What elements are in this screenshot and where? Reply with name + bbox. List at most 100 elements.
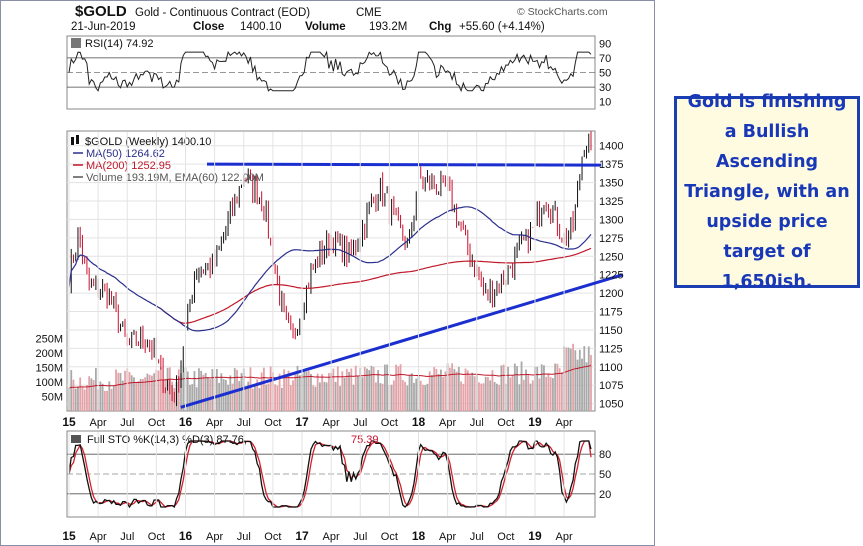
volume-bar [437,373,440,411]
volume-bar [269,366,272,411]
volume-bar [408,375,411,411]
watermark: © StockCharts.com [517,6,608,18]
price-tick-label: 1325 [599,196,623,208]
volume-bar [130,375,133,411]
volume-bar [146,373,149,411]
x-tick-label: Apr [556,531,573,543]
volume-bar [207,376,209,411]
legend-entry: MA(50) 1264.62 [86,148,165,160]
price-tick-label: 1275 [599,233,623,245]
x-tick-label: Jul [353,417,367,429]
volume-bar [256,379,259,411]
x-tick-label: Apr [323,417,340,429]
volume-bar [254,385,256,411]
volume-bar [395,364,397,411]
x-tick-label: 18 [412,415,426,429]
volume-bar [401,379,404,411]
volume-bar [345,368,348,411]
volume-bar [531,380,534,411]
volume-bar [565,347,568,411]
volume-bar [392,380,395,411]
price-tick-label: 1350 [599,178,623,190]
volume-bar [150,375,153,411]
volume-bar [444,371,447,411]
volume-bar [319,382,321,411]
volume-bar [180,373,182,411]
volume-bar [493,382,496,411]
volume-bar [83,389,86,411]
volume-bar [198,368,200,411]
volume-bar [137,381,140,411]
volume-bar [72,379,75,411]
volume-bar [511,375,514,411]
volume-bar [554,363,557,411]
volume-bar [581,358,583,411]
price-tick-label: 1125 [599,343,623,355]
x-tick-label: 16 [179,529,193,543]
volume-bar [540,364,543,411]
volume-bar [260,372,263,411]
volume-bar [124,370,126,411]
volume-bar [341,371,344,411]
x-tick-label: Apr [439,531,456,543]
volume-bar [298,375,301,411]
volume-bar [361,377,364,411]
sto-tick-label: 50 [599,469,611,481]
volume-value: 193.2M [369,21,407,33]
x-tick-label: 17 [295,529,309,543]
volume-bar [480,383,483,411]
volume-bar [545,376,548,411]
gold-symbol-icon [71,135,79,145]
volume-bar [352,384,355,411]
volume-bar [204,372,207,411]
volume-bar [139,378,142,411]
volume-bar [572,343,574,411]
volume-bar [547,373,550,411]
volume-bar [348,371,350,411]
volume-bar [590,354,592,411]
chart-frame: $GOLD Gold - Continuous Contract (EOD) C… [0,0,655,546]
volume-bar [159,367,162,411]
volume-bar [195,387,198,411]
price-label: $GOLD (Weekly) 1400.10 [85,136,211,148]
price-tick-label: 1175 [599,307,623,319]
volume-bar [357,375,359,411]
volume-bar [247,381,250,411]
volume-bar [386,364,389,411]
volume-bar [280,387,283,411]
volume-bar [287,370,290,411]
chart-title: Gold - Continuous Contract (EOD) [135,7,310,19]
resistance-trendline [206,162,602,167]
volume-bar [390,384,393,411]
rsi-tick-label: 50 [599,68,611,80]
volume-bar [424,385,427,411]
volume-bar [543,365,545,411]
volume-bar [455,371,458,411]
x-tick-label: Oct [497,417,514,429]
volume-bar [220,373,223,411]
volume-bar [224,379,227,411]
volume-bar [103,390,106,411]
volume-bar [552,378,554,411]
volume-bar [520,361,523,411]
volume-bar [439,369,442,411]
volume-bar [202,374,205,411]
volume-bar [433,367,436,411]
volume-bar [516,366,518,411]
volume-bar [186,371,189,411]
rsi-tick-label: 70 [599,53,611,65]
price-tick-label: 1250 [599,251,623,263]
close-label: Close [193,21,224,33]
volume-bar [94,368,97,411]
volume-bar [276,385,279,411]
volume-bar [238,381,241,411]
chart-symbol: $GOLD [75,3,127,20]
volume-bar [496,383,498,411]
volume-bar [285,374,288,411]
rsi-tick-label: 10 [599,97,611,109]
price-tick-label: 1100 [599,362,623,374]
volume-bar [442,376,445,411]
x-tick-label: Oct [497,531,514,543]
volume-bar [469,375,471,411]
volume-bar [327,373,330,411]
